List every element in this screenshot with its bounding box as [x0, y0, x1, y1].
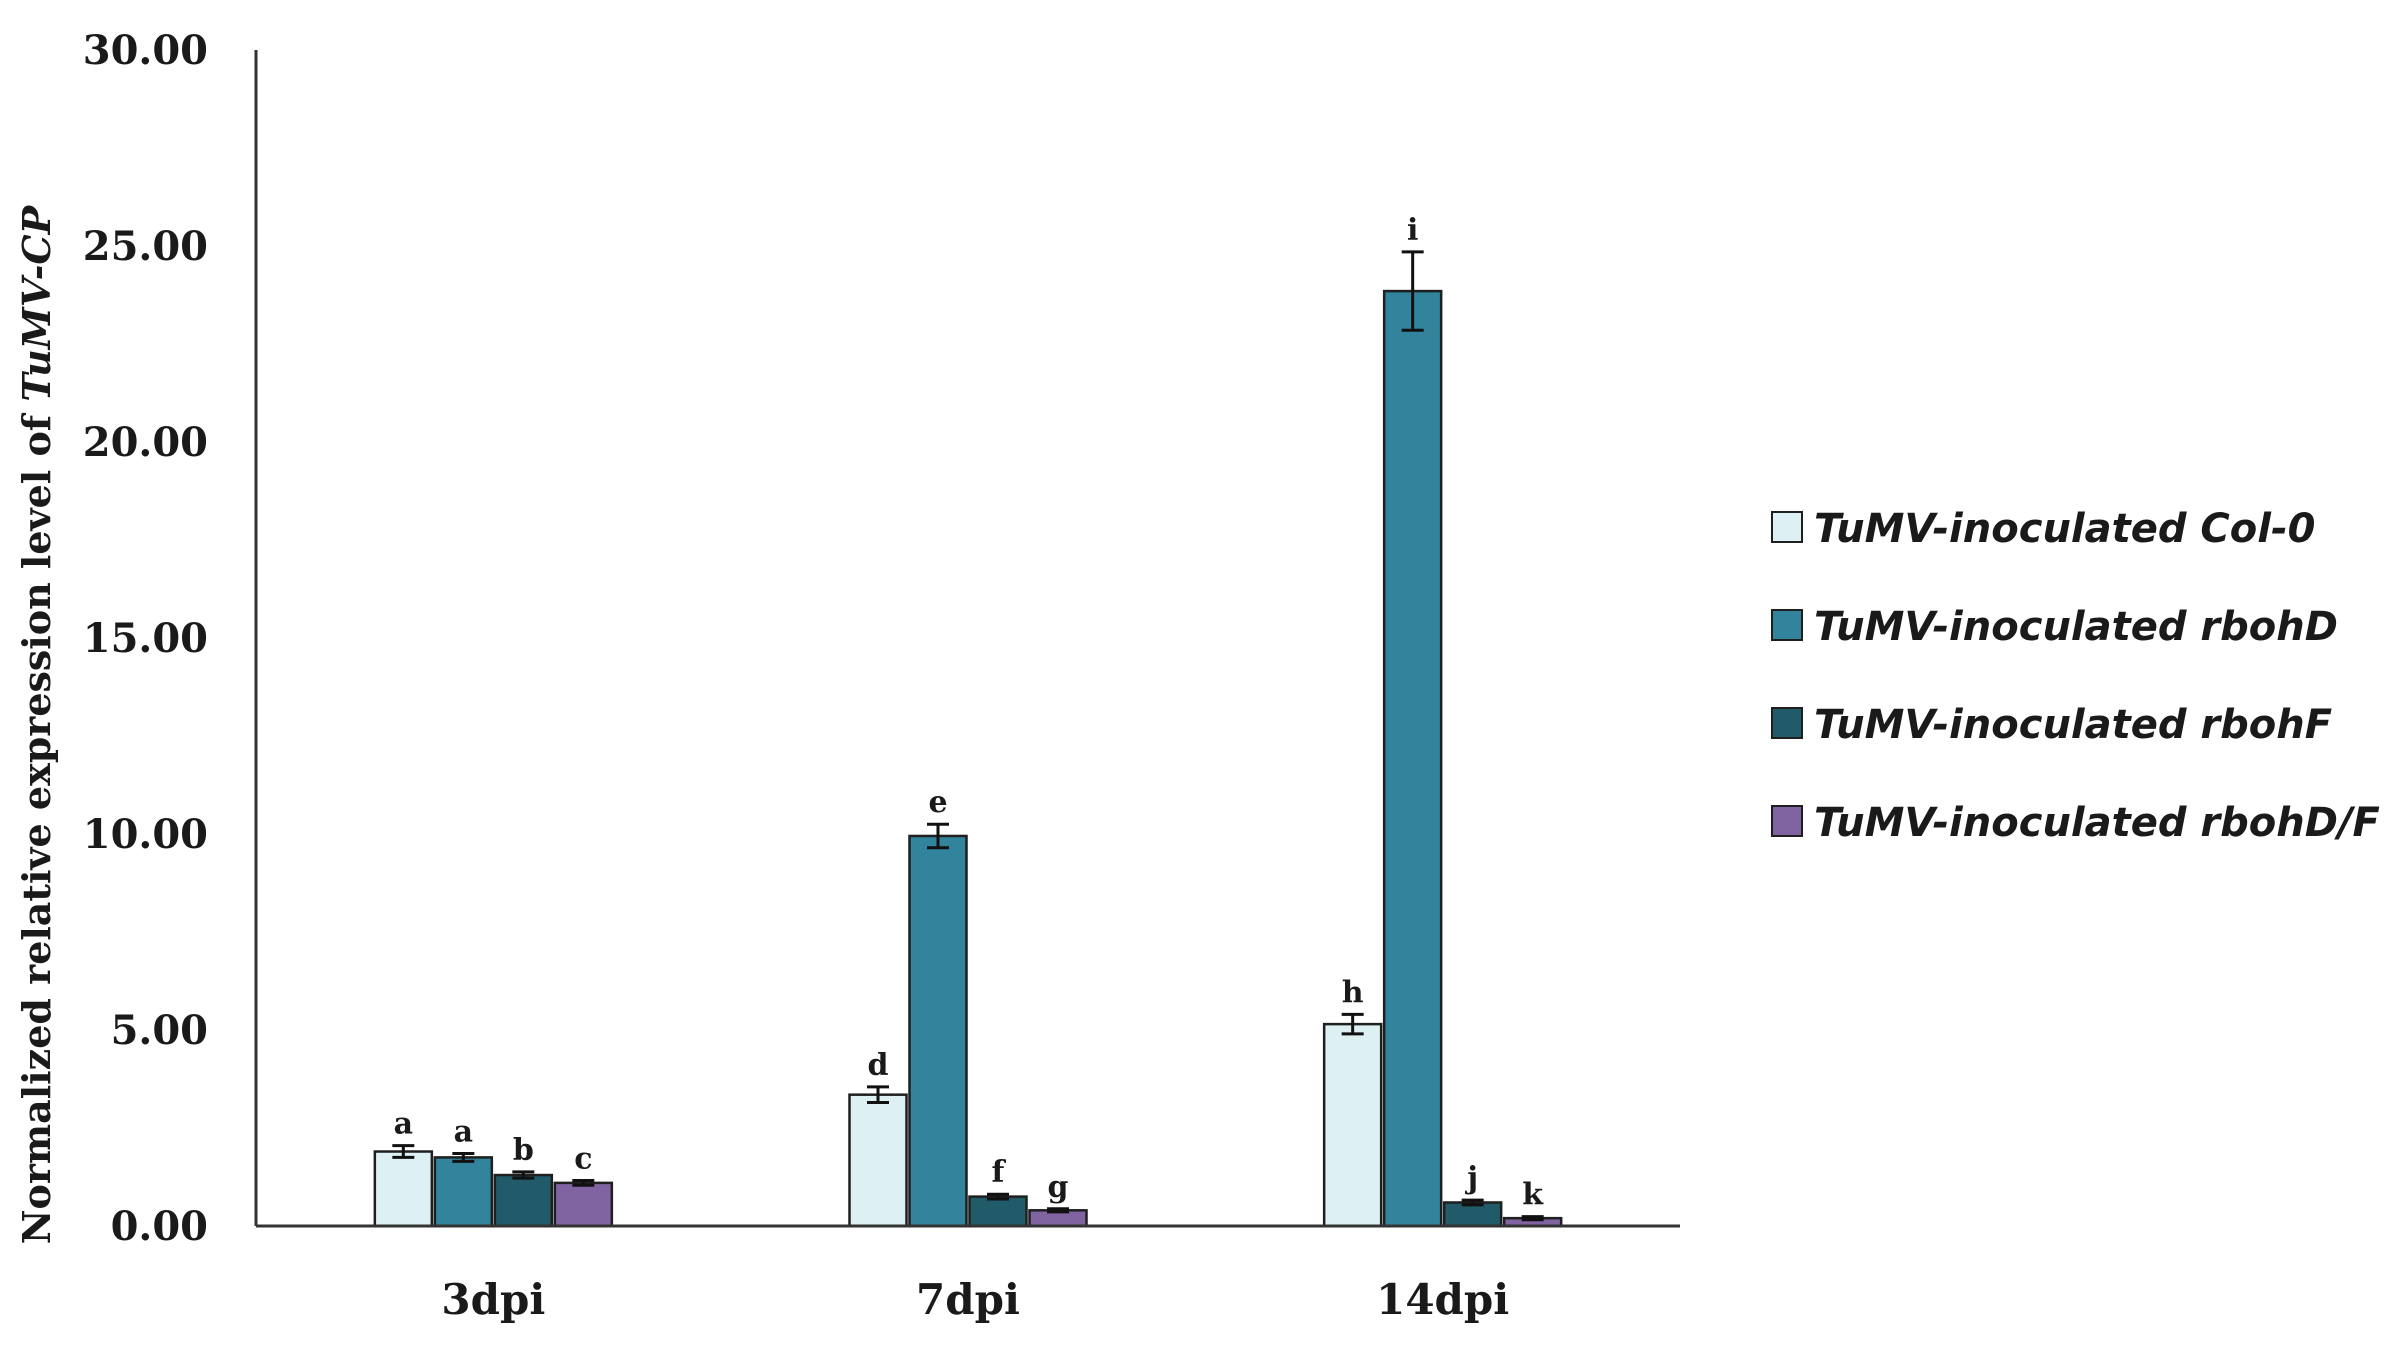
legend-label: TuMV-inoculated rbohF	[1814, 702, 2332, 748]
y-axis-label-group: Normalized relative expression level of …	[14, 204, 59, 1244]
bar	[433, 1156, 494, 1228]
bar	[968, 1195, 1028, 1228]
significance-letter: h	[1342, 975, 1364, 1010]
bar	[1322, 1022, 1383, 1228]
y-axis-label-text: Normalized relative expression level of	[14, 402, 59, 1245]
y-tick-label: 15.00	[83, 615, 208, 662]
significance-letter: k	[1522, 1178, 1544, 1213]
x-axis-categories: 3dpi 7dpi 14dpi	[441, 1275, 1509, 1324]
bar	[1382, 289, 1443, 1228]
legend-label: TuMV-inoculated Col-0	[1814, 506, 2315, 552]
significance-letter: d	[868, 1048, 889, 1083]
significance-letter: i	[1407, 213, 1418, 248]
significance-letter: g	[1048, 1170, 1069, 1205]
significance-letter: c	[574, 1142, 592, 1177]
significance-letter: a	[454, 1114, 473, 1149]
significance-letter: b	[513, 1133, 534, 1168]
significance-letter: f	[992, 1155, 1007, 1190]
significance-letter: a	[394, 1107, 413, 1142]
y-axis-ticks: 0.00 5.00 10.00 15.00 20.00 25.00 30.00	[83, 27, 208, 1250]
significance-letter: j	[1464, 1161, 1478, 1196]
legend-label: TuMV-inoculated rbohD	[1814, 604, 2338, 650]
x-category-label: 3dpi	[441, 1275, 545, 1324]
y-axis-label: Normalized relative expression level of …	[14, 204, 59, 1244]
error-bars-group	[392, 250, 1544, 1222]
bar	[373, 1150, 434, 1228]
bar	[493, 1173, 554, 1228]
significance-letter: e	[928, 785, 947, 820]
axes-group	[254, 50, 1680, 1228]
x-category-label: 14dpi	[1376, 1275, 1509, 1324]
bar	[553, 1181, 614, 1228]
y-tick-label: 25.00	[83, 223, 208, 270]
y-axis-label-italic: TuMV-CP	[14, 204, 59, 401]
bars-group	[373, 289, 1563, 1228]
y-tick-label: 20.00	[83, 419, 208, 466]
y-tick-label: 30.00	[83, 27, 208, 74]
y-tick-label: 10.00	[83, 811, 208, 858]
legend-swatch	[1771, 707, 1803, 739]
y-tick-label: 0.00	[111, 1203, 208, 1250]
legend-label: TuMV-inoculated rbohD/F	[1814, 800, 2380, 846]
y-tick-label: 5.00	[111, 1007, 208, 1054]
significance-letters-group: a a b c d e f g h i j k	[394, 213, 1545, 1213]
legend-swatch	[1771, 609, 1803, 641]
bar	[848, 1093, 908, 1228]
bar	[908, 834, 968, 1228]
x-category-label: 7dpi	[916, 1275, 1020, 1324]
legend-swatch	[1771, 511, 1803, 543]
legend: TuMV-inoculated Col-0 TuMV-inoculated rbo…	[1771, 506, 2380, 846]
legend-swatch	[1771, 805, 1803, 837]
